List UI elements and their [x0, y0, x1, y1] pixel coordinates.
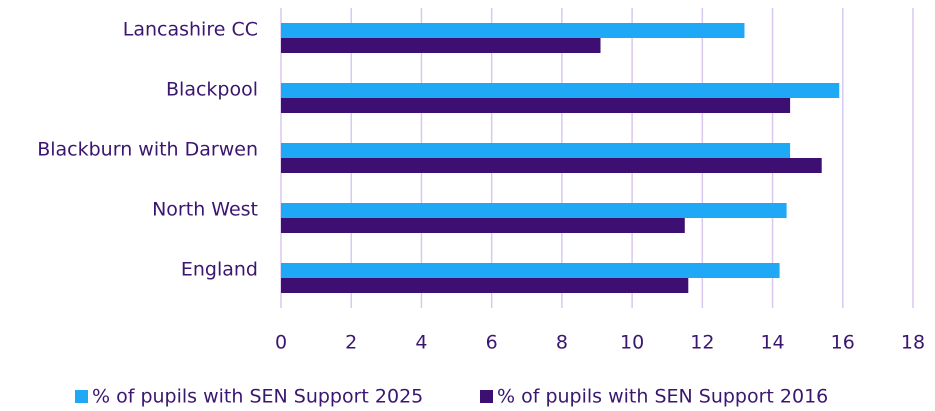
bar — [281, 23, 745, 38]
bar — [281, 218, 685, 233]
x-tick-label: 8 — [556, 332, 568, 354]
bar — [281, 98, 791, 113]
y-tick-label: North West — [152, 199, 258, 221]
y-tick-label: Lancashire CC — [123, 19, 258, 41]
x-tick-label: 18 — [901, 332, 925, 354]
bar — [281, 38, 601, 53]
legend-label: % of pupils with SEN Support 2016 — [497, 386, 828, 408]
legend-swatch — [480, 390, 493, 403]
x-tick-label: 12 — [690, 332, 714, 354]
x-tick-label: 10 — [620, 332, 644, 354]
bar — [281, 203, 787, 218]
y-tick-label: England — [181, 259, 258, 281]
y-tick-label: Blackburn with Darwen — [37, 139, 258, 161]
bar — [281, 263, 780, 278]
bar — [281, 83, 840, 98]
bar — [281, 158, 822, 173]
legend-swatch — [75, 390, 88, 403]
y-tick-label: Blackpool — [166, 79, 258, 101]
x-tick-label: 4 — [415, 332, 427, 354]
bar — [281, 278, 689, 293]
legend-label: % of pupils with SEN Support 2025 — [92, 386, 423, 408]
x-tick-label: 6 — [486, 332, 498, 354]
x-tick-label: 2 — [345, 332, 357, 354]
x-tick-label: 14 — [760, 332, 784, 354]
bar — [281, 143, 791, 158]
x-tick-label: 0 — [275, 332, 287, 354]
x-tick-label: 16 — [831, 332, 855, 354]
